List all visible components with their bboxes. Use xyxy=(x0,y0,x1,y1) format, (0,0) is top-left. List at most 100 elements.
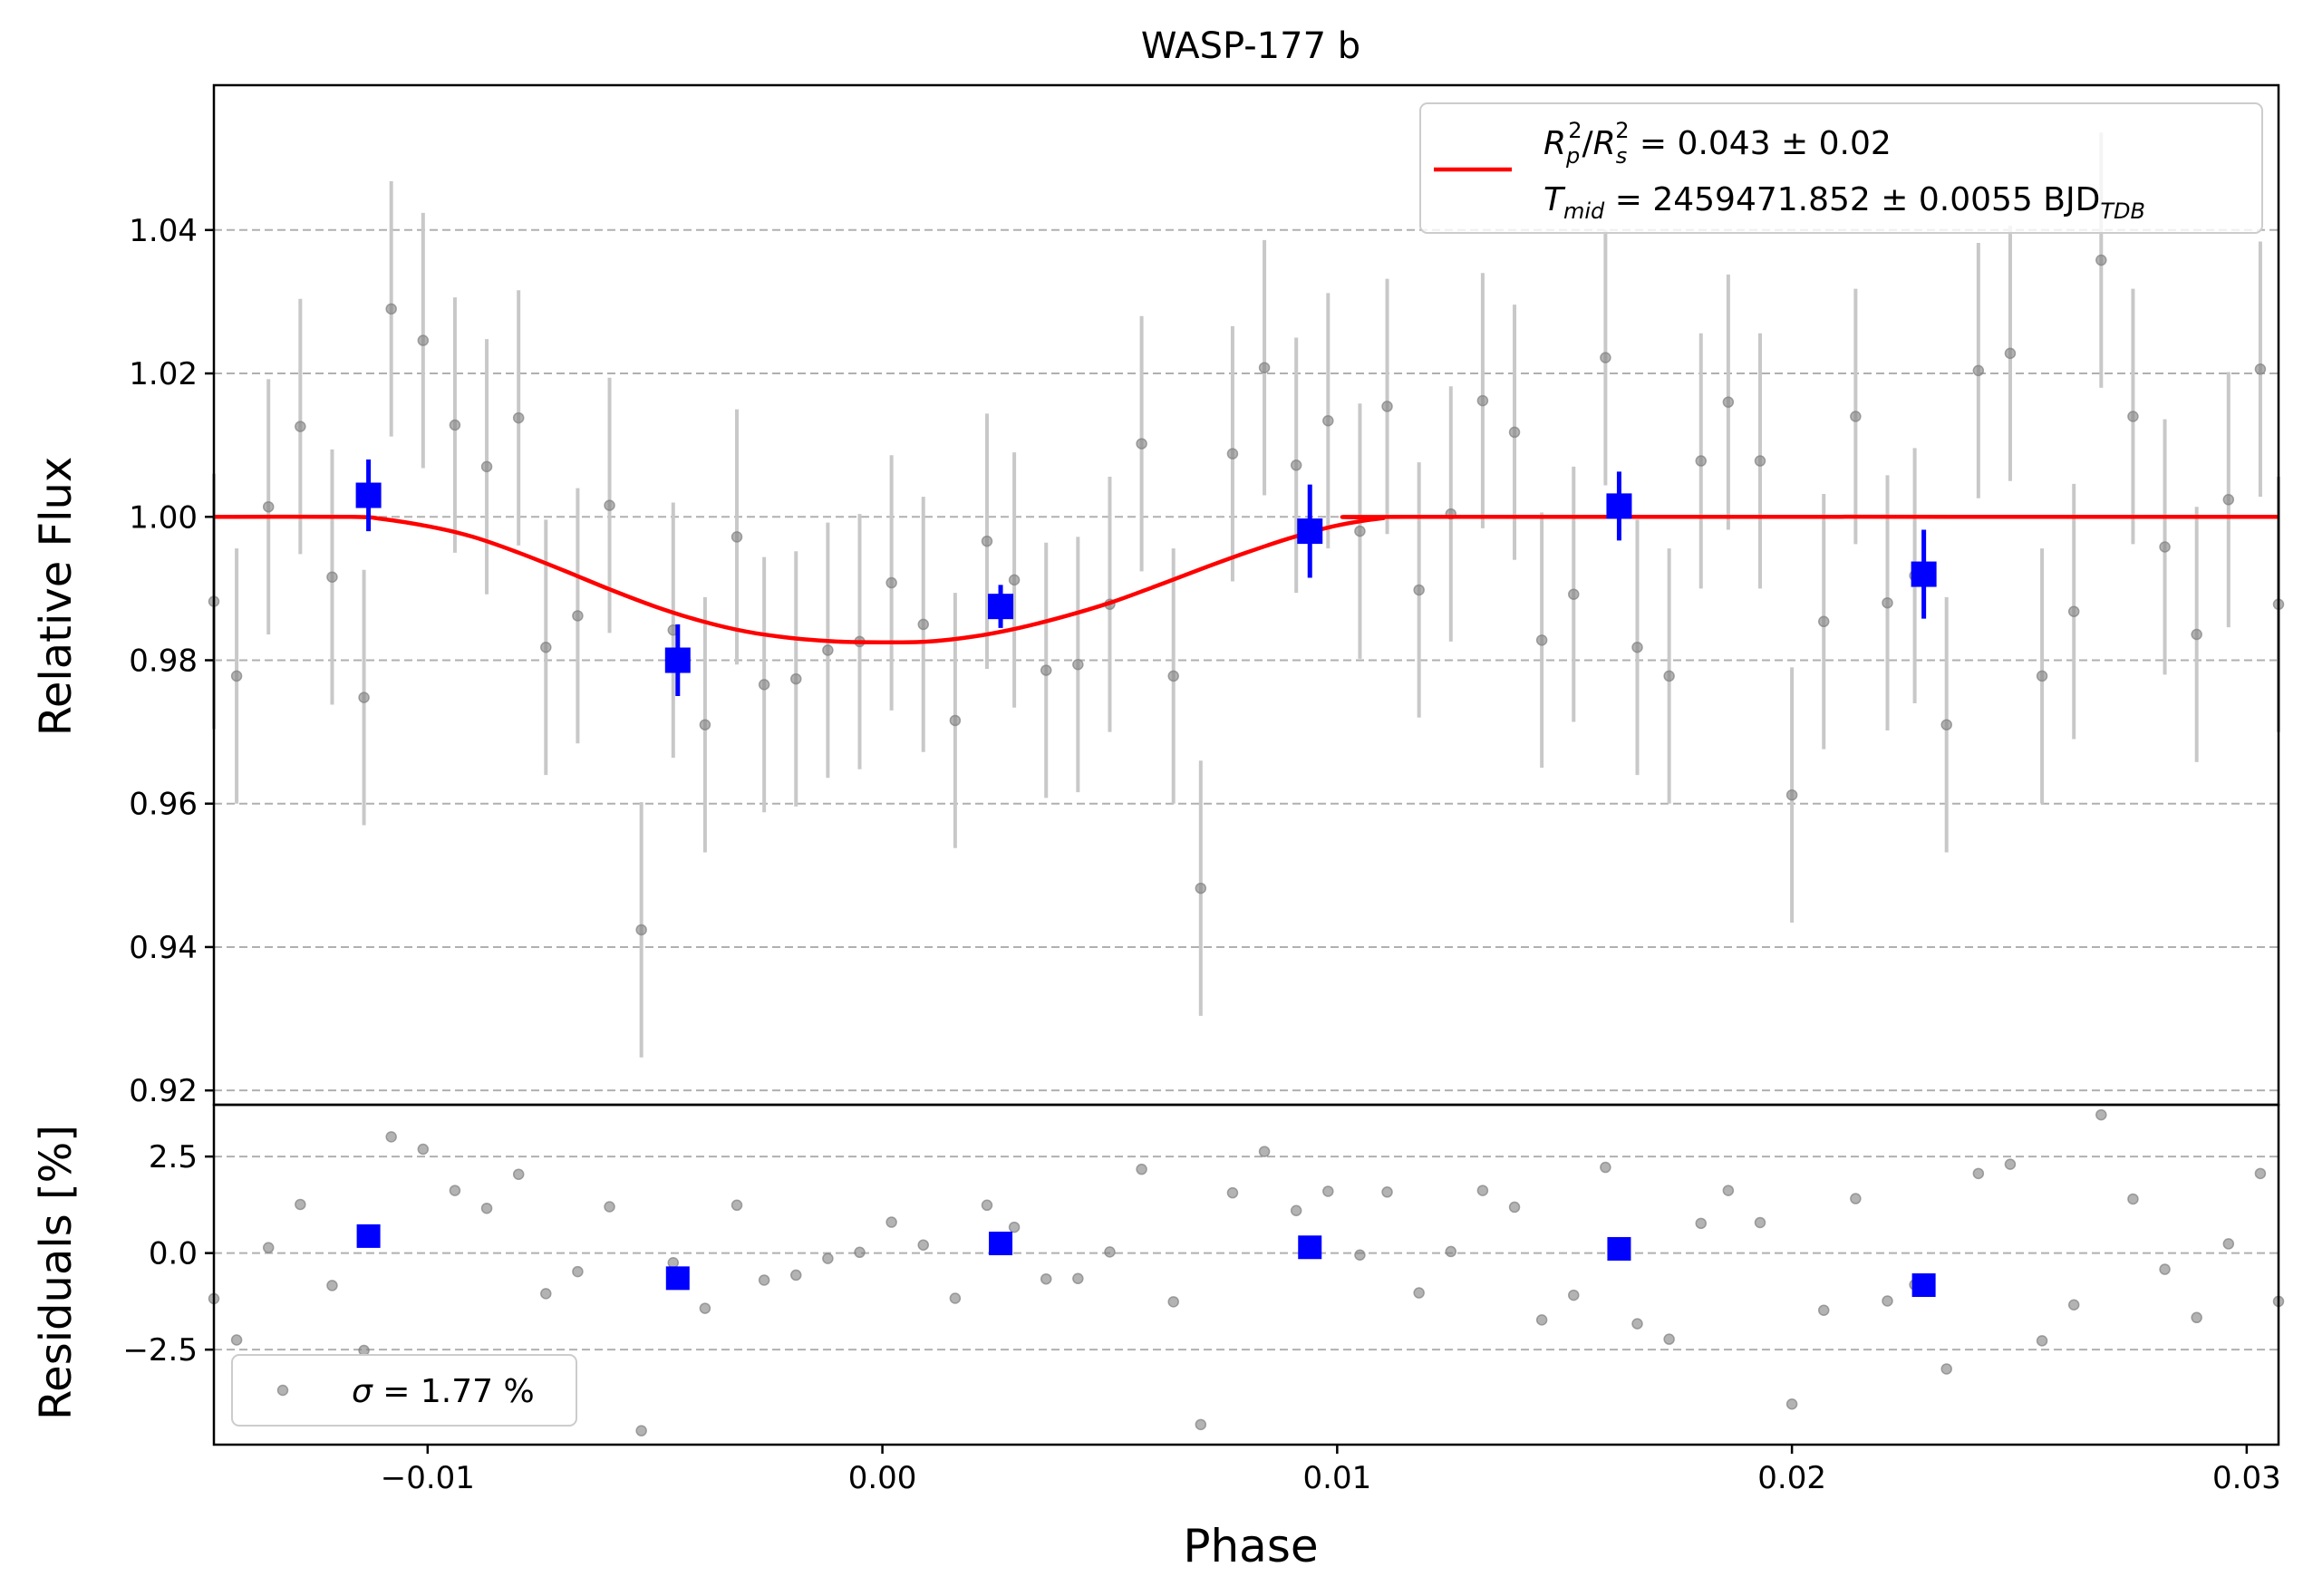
raw-data-point xyxy=(2036,670,2048,682)
raw-data-point xyxy=(1413,584,1425,596)
raw-residual-point xyxy=(326,1280,338,1291)
raw-residual-point xyxy=(1445,1245,1457,1258)
residuals-legend: σ = 1.77 % xyxy=(231,1354,577,1427)
raw-residual-point xyxy=(822,1253,834,1264)
binned-residual-point xyxy=(1298,1235,1322,1260)
raw-residual-point xyxy=(885,1216,897,1228)
raw-data-point xyxy=(1722,396,1735,408)
raw-residual-point xyxy=(480,1202,493,1214)
raw-data-point xyxy=(604,499,615,511)
raw-residual-point xyxy=(1322,1185,1334,1197)
raw-data-point xyxy=(2222,494,2235,506)
raw-residual-point xyxy=(699,1302,711,1314)
raw-data-point xyxy=(326,571,338,583)
raw-data-point xyxy=(635,924,647,936)
flux-y-tick-label: 1.02 xyxy=(129,356,198,392)
residuals-y-axis-label: Residuals [%] xyxy=(31,1125,82,1420)
raw-residual-point xyxy=(295,1198,306,1211)
raw-data-point xyxy=(822,644,834,656)
residuals-y-ticks: −2.5 0.0 2.5 xyxy=(122,1139,214,1369)
legend-tmid-entry: Tmid = 2459471.852 ± 0.0055 BJDTDB xyxy=(1543,181,2145,224)
raw-data-point xyxy=(2191,628,2202,641)
raw-data-point xyxy=(230,670,243,682)
residuals-grid xyxy=(214,1156,2279,1351)
raw-residual-point xyxy=(1850,1193,1862,1204)
raw-data-point xyxy=(2095,254,2107,266)
raw-residual-point xyxy=(385,1131,397,1143)
raw-residual-point xyxy=(1008,1221,1021,1233)
raw-residual-point xyxy=(1195,1418,1207,1431)
raw-data-point xyxy=(1381,401,1393,412)
flux-y-tick-label: 0.92 xyxy=(129,1073,198,1109)
raw-residual-point xyxy=(1722,1185,1735,1196)
raw-residual-point xyxy=(1381,1186,1393,1198)
raw-data-points xyxy=(208,254,2285,936)
raw-data-point xyxy=(417,334,430,346)
raw-data-point xyxy=(1290,459,1302,471)
x-ticks: −0.01 0.00 0.01 0.02 0.03 xyxy=(381,1445,2281,1496)
flux-y-tick-label: 0.96 xyxy=(129,787,198,823)
raw-data-point xyxy=(1508,426,1521,439)
raw-data-point xyxy=(1817,615,1830,628)
raw-residual-point xyxy=(981,1199,993,1212)
raw-residual-point xyxy=(2222,1238,2235,1250)
raw-data-point xyxy=(2067,605,2080,617)
binned-residual-point xyxy=(1607,1236,1631,1261)
raw-data-point xyxy=(790,672,802,685)
raw-data-point xyxy=(1600,352,1611,363)
binned-residual-point xyxy=(989,1231,1013,1255)
raw-data-point xyxy=(1136,438,1147,450)
chart-title: WASP-177 b xyxy=(1141,25,1360,67)
raw-residual-point xyxy=(1535,1314,1548,1326)
flux-legend: Rp2/Rs2 = 0.043 ± 0.02 Tmid = 2459471.85… xyxy=(1419,102,2263,234)
raw-residual-point xyxy=(1136,1163,1147,1175)
raw-data-point xyxy=(1535,634,1548,646)
binned-residual-point xyxy=(665,1266,690,1291)
raw-residual-point xyxy=(1754,1216,1766,1229)
raw-data-point xyxy=(1476,394,1489,407)
raw-residual-point xyxy=(1940,1363,1952,1375)
raw-data-point xyxy=(1882,596,1893,609)
raw-data-point xyxy=(1195,882,1207,895)
raw-residual-point xyxy=(758,1274,770,1286)
raw-residual-point xyxy=(1663,1333,1675,1345)
raw-data-point xyxy=(2159,541,2171,553)
raw-data-point xyxy=(262,500,275,513)
raw-data-point xyxy=(758,679,770,691)
raw-residual-point xyxy=(1167,1296,1179,1308)
raw-residual-point xyxy=(417,1143,430,1156)
binned-residual-points xyxy=(356,1224,1936,1298)
raw-data-point xyxy=(2004,347,2017,360)
raw-residual-point xyxy=(731,1199,743,1212)
raw-data-point xyxy=(1940,719,1952,730)
raw-residual-point xyxy=(2036,1335,2048,1347)
raw-residual-point xyxy=(1413,1287,1425,1299)
raw-residual-point xyxy=(2004,1158,2017,1170)
raw-data-point xyxy=(449,419,461,431)
raw-residual-point xyxy=(1568,1289,1580,1301)
raw-data-point xyxy=(949,714,962,727)
flux-y-ticks: 0.92 0.94 0.96 0.98 1.00 1.02 1.04 xyxy=(129,213,214,1109)
raw-residual-point xyxy=(604,1201,615,1213)
raw-data-point xyxy=(572,610,584,622)
raw-residual-point xyxy=(1258,1146,1271,1157)
raw-data-point xyxy=(1040,664,1052,676)
binned-data-points xyxy=(355,482,1937,673)
legend-sigma-entry: σ = 1.77 % xyxy=(352,1373,535,1410)
flux-y-tick-label: 1.00 xyxy=(129,499,198,536)
x-tick-label: −0.01 xyxy=(381,1460,475,1496)
raw-residual-point xyxy=(1972,1167,1985,1180)
raw-residual-point xyxy=(540,1288,552,1300)
raw-residual-point xyxy=(1226,1186,1239,1199)
binned-data-point xyxy=(664,647,691,673)
flux-y-tick-label: 0.94 xyxy=(129,930,198,966)
flux-y-tick-label: 1.04 xyxy=(129,213,198,249)
raw-residual-point xyxy=(1104,1246,1116,1258)
raw-data-point xyxy=(540,642,552,653)
raw-residual-point xyxy=(1785,1398,1798,1410)
binned-data-point xyxy=(355,482,382,508)
legend-raw-marker xyxy=(276,1384,289,1397)
raw-data-point xyxy=(1008,574,1021,586)
raw-data-point xyxy=(1663,670,1675,682)
